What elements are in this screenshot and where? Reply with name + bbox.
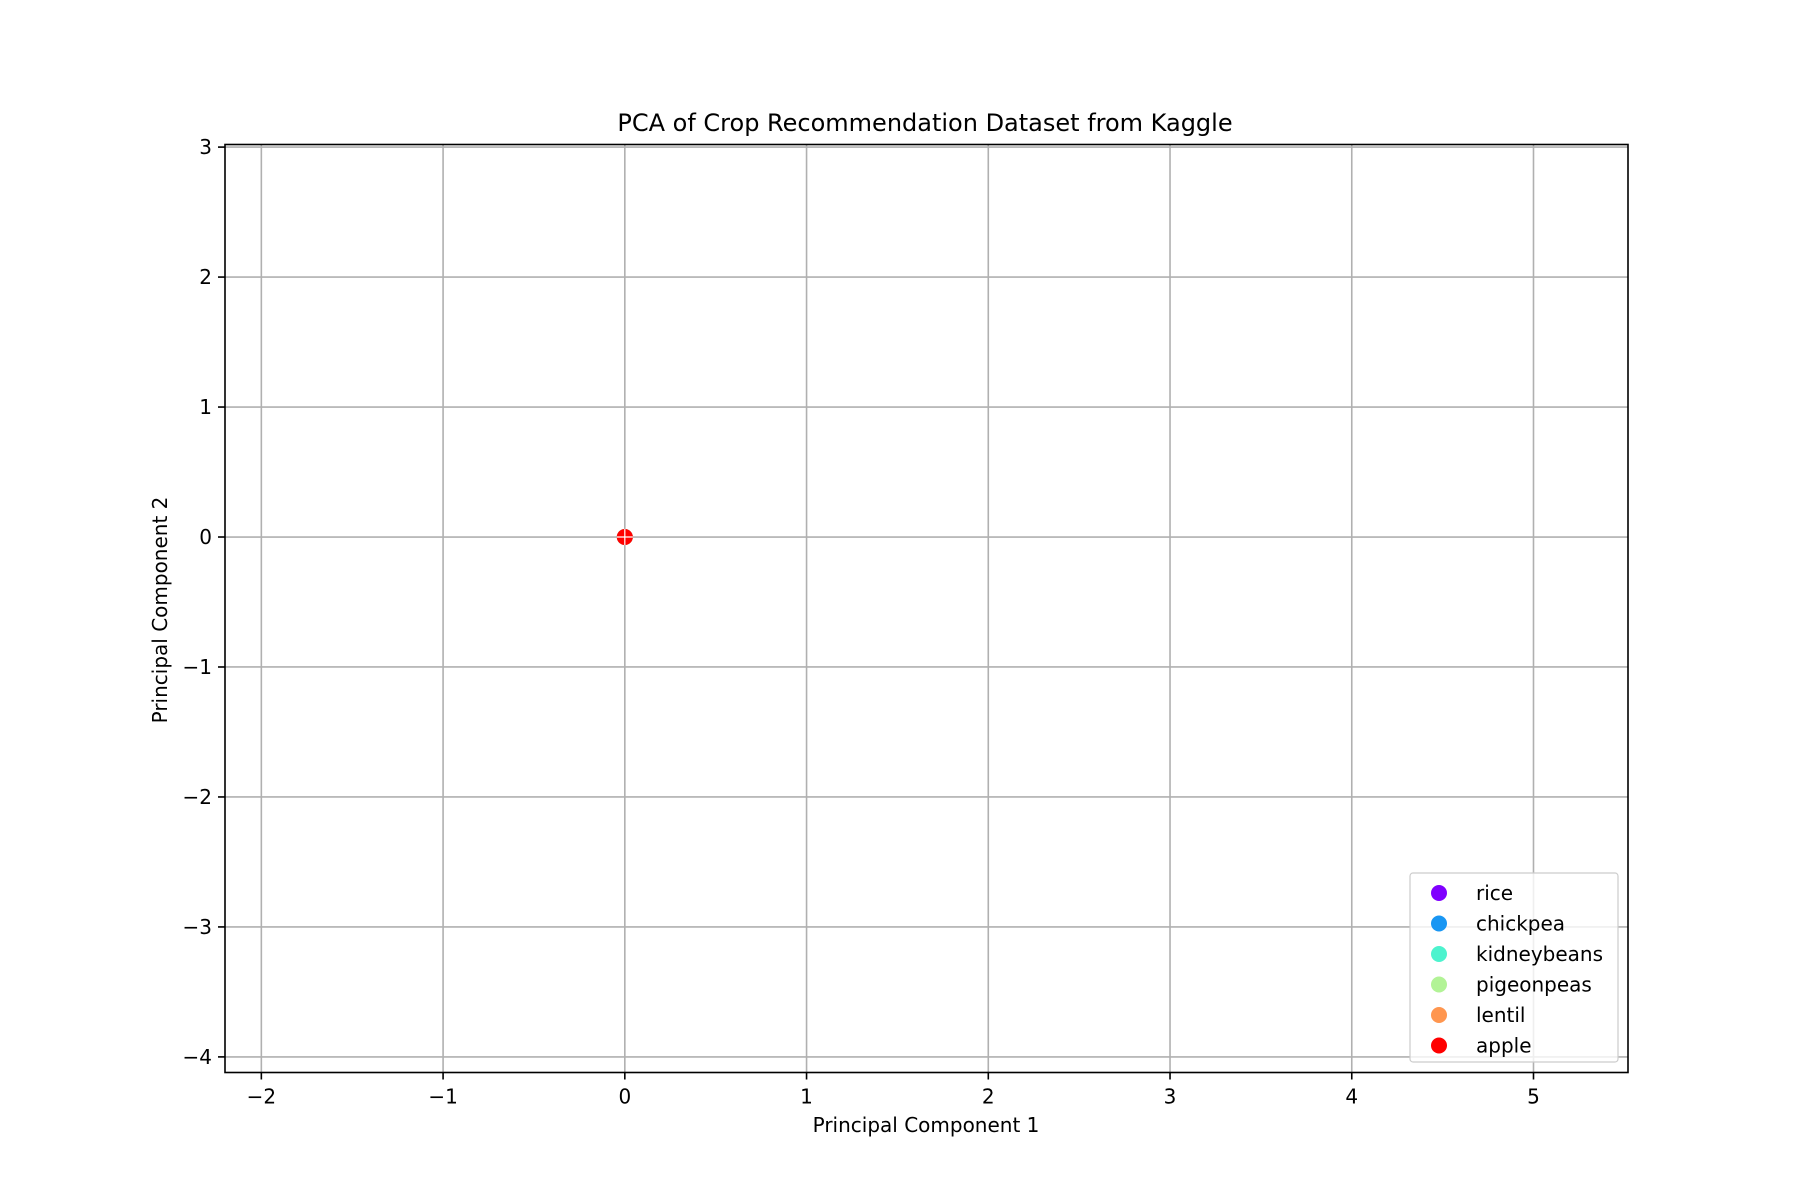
y-tick-label: −2: [183, 785, 212, 809]
y-tick-label: 2: [199, 265, 212, 289]
x-tick-label: 0: [618, 1085, 631, 1109]
x-tick-label: −1: [428, 1085, 457, 1109]
ticks-layer: −2 −1 0 1 2 3 4 5 −4 −3 −2 −1 0 1 2 3: [183, 135, 1540, 1108]
x-tick-label: 4: [1345, 1085, 1358, 1109]
legend-frame: [1409, 872, 1619, 1063]
x-tick-label: 2: [982, 1085, 995, 1109]
y-tick-label: 1: [199, 395, 212, 419]
legend-label-kidneybeans: kidneybeans: [1476, 942, 1603, 966]
legend-marker-pigeonpeas: [1431, 976, 1447, 993]
y-tick-label: −1: [183, 655, 212, 679]
x-tick-label: −2: [247, 1085, 276, 1109]
legend-label-apple: apple: [1476, 1034, 1532, 1058]
x-axis-label: Principal Component 1: [813, 1113, 1040, 1137]
legend-label-chickpea: chickpea: [1476, 912, 1565, 936]
legend-label-pigeonpeas: pigeonpeas: [1476, 973, 1592, 997]
chart-title: PCA of Crop Recommendation Dataset from …: [617, 109, 1232, 137]
grid-layer: [225, 144, 1628, 1073]
legend-label-lentil: lentil: [1476, 1003, 1526, 1027]
legend-label-rice: rice: [1476, 881, 1513, 905]
y-tick-label: 0: [199, 525, 212, 549]
plot-frame: [224, 143, 1629, 1074]
y-tick-label: −4: [183, 1045, 212, 1069]
legend: rice chickpea kidneybeans pigeonpeas lentil a…: [1409, 872, 1619, 1063]
y-axis-label: Principal Component 2: [148, 497, 172, 724]
legend-marker-apple: [1431, 1037, 1447, 1054]
y-tick-label: −3: [183, 915, 212, 939]
y-tick-label: 3: [199, 135, 212, 159]
x-tick-label: 1: [800, 1085, 813, 1109]
x-tick-label: 3: [1164, 1085, 1177, 1109]
legend-marker-rice: [1431, 885, 1447, 901]
marks-layer: [616, 529, 633, 546]
legend-marker-lentil: [1431, 1007, 1447, 1023]
legend-marker-chickpea: [1431, 915, 1447, 932]
legend-marker-kidneybeans: [1431, 946, 1447, 962]
x-tick-label: 5: [1527, 1085, 1540, 1109]
